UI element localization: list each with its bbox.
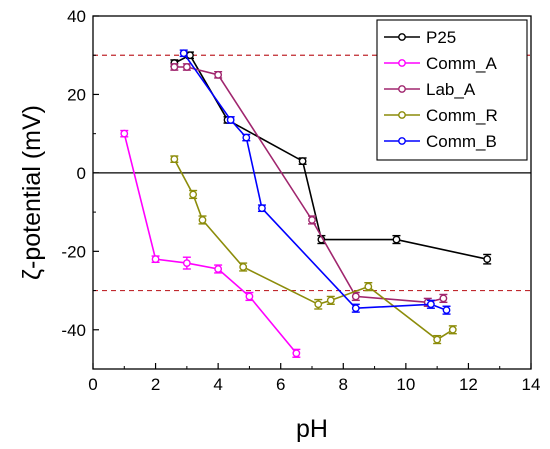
data-point bbox=[151, 255, 160, 264]
axes: 0 2 4 6 8 10 12 14 -40 -20 0 20 40 bbox=[61, 7, 540, 394]
data-point bbox=[292, 349, 301, 358]
data-point bbox=[364, 282, 373, 291]
legend: P25 Comm_A Lab_A Comm_R Comm_B bbox=[376, 19, 528, 161]
data-point bbox=[242, 133, 251, 142]
x-tick-label: 10 bbox=[396, 375, 415, 394]
data-point bbox=[170, 63, 179, 71]
legend-label: Comm_R bbox=[426, 106, 498, 125]
data-point bbox=[326, 296, 335, 305]
y-tick-label: 20 bbox=[67, 85, 86, 104]
data-point bbox=[426, 300, 435, 309]
legend-swatch-marker bbox=[398, 85, 406, 93]
x-tick-label: 4 bbox=[213, 375, 222, 394]
data-point bbox=[182, 259, 191, 267]
data-point bbox=[298, 157, 307, 166]
legend-item-p25: P25 bbox=[384, 28, 456, 47]
data-point bbox=[448, 325, 457, 334]
data-point bbox=[170, 155, 179, 164]
data-point bbox=[439, 294, 448, 303]
x-tick-label: 8 bbox=[339, 375, 348, 394]
data-point bbox=[351, 304, 360, 313]
legend-swatch-marker bbox=[398, 111, 406, 119]
series-comm_b bbox=[179, 49, 451, 315]
data-point bbox=[214, 265, 223, 273]
legend-swatch-marker bbox=[398, 59, 406, 67]
y-tick-label: 0 bbox=[77, 164, 86, 183]
x-tick-label: 0 bbox=[88, 375, 97, 394]
data-point bbox=[182, 63, 191, 71]
series-line bbox=[173, 158, 454, 341]
data-point bbox=[351, 292, 360, 301]
x-tick-label: 2 bbox=[151, 375, 160, 394]
data-point bbox=[214, 70, 223, 79]
x-tick-label: 12 bbox=[459, 375, 478, 394]
legend-swatch-marker bbox=[398, 137, 406, 145]
data-point bbox=[179, 49, 188, 58]
legend-item-lab_a: Lab_A bbox=[384, 80, 476, 99]
data-point bbox=[245, 292, 254, 301]
series-comm_r bbox=[170, 155, 457, 345]
x-axis-title: pH bbox=[296, 415, 328, 443]
data-point bbox=[198, 216, 207, 224]
legend-item-comm_a: Comm_A bbox=[384, 54, 498, 73]
data-point bbox=[258, 204, 266, 213]
data-point bbox=[239, 263, 248, 271]
data-point bbox=[442, 306, 451, 315]
data-point bbox=[308, 216, 316, 224]
y-tick-label: -20 bbox=[61, 242, 86, 261]
legend-label: Lab_A bbox=[426, 80, 476, 99]
data-point bbox=[433, 335, 442, 344]
legend-label: Comm_A bbox=[426, 54, 498, 73]
data-point bbox=[186, 51, 194, 60]
x-tick-label: 6 bbox=[276, 375, 285, 394]
series-line bbox=[123, 133, 298, 354]
y-tick-label: -40 bbox=[61, 321, 86, 340]
data-point bbox=[392, 235, 401, 244]
legend-item-comm_b: Comm_B bbox=[384, 132, 497, 151]
data-point bbox=[226, 116, 235, 124]
legend-label: P25 bbox=[426, 28, 456, 47]
x-tick-label: 14 bbox=[522, 375, 541, 394]
data-point bbox=[314, 300, 323, 309]
series-p25 bbox=[170, 51, 492, 265]
plot-area bbox=[93, 49, 531, 358]
y-tick-label: 40 bbox=[67, 7, 86, 26]
y-axis-title: ζ-potential (mV) bbox=[18, 105, 46, 280]
legend-label: Comm_B bbox=[426, 132, 497, 151]
data-point bbox=[189, 190, 198, 199]
series-comm_a bbox=[120, 129, 301, 358]
legend-item-comm_r: Comm_R bbox=[384, 106, 498, 125]
legend-swatch-marker bbox=[398, 33, 406, 41]
data-point bbox=[483, 255, 492, 264]
data-point bbox=[120, 129, 129, 138]
